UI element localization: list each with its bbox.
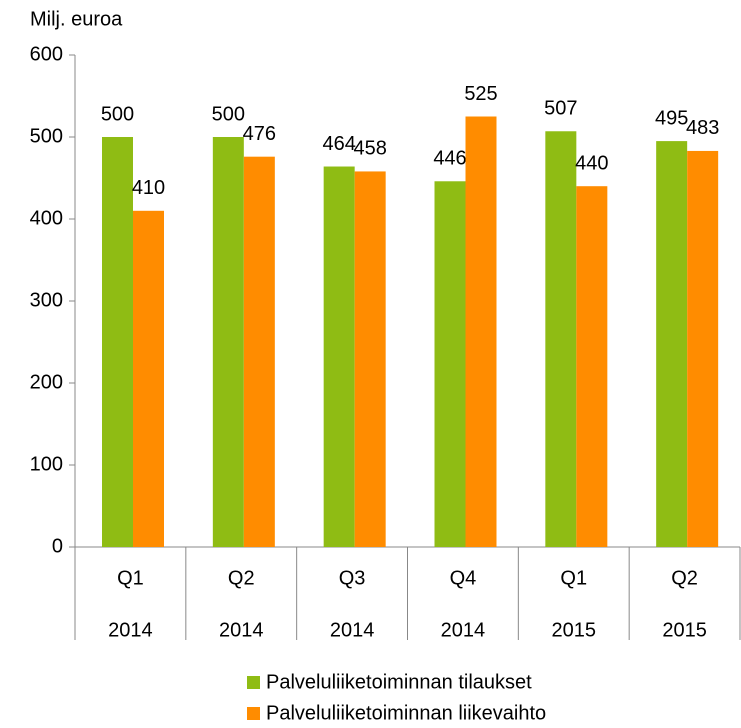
legend-swatch	[247, 676, 260, 689]
data-label: 507	[544, 98, 577, 120]
data-label: 440	[575, 152, 608, 174]
bar	[545, 131, 577, 547]
x-group-label: 2014	[108, 619, 153, 641]
y-tick-label: 300	[30, 289, 63, 311]
legend-swatch	[247, 707, 260, 720]
bar	[212, 137, 244, 547]
data-label: 525	[464, 83, 497, 105]
x-tick-label: Q1	[117, 567, 144, 589]
data-label: 495	[655, 107, 688, 129]
x-group-label: 2014	[219, 619, 264, 641]
x-group-label: 2014	[330, 619, 375, 641]
y-tick-label: 500	[30, 125, 63, 147]
data-label: 458	[353, 138, 386, 160]
bar	[133, 210, 164, 548]
x-tick-label: Q3	[339, 567, 366, 589]
data-label: 500	[101, 103, 134, 125]
y-axis-label: Milj. euroa	[30, 8, 123, 30]
y-tick-label: 0	[52, 535, 63, 557]
data-label: 483	[686, 117, 719, 139]
x-tick-label: Q4	[450, 567, 477, 589]
legend-label: Palveluliiketoiminnan tilaukset	[266, 671, 532, 693]
bar	[354, 171, 386, 547]
bar	[656, 141, 688, 547]
x-group-label: 2015	[662, 619, 707, 641]
data-label: 476	[243, 123, 276, 145]
data-label: 464	[322, 133, 355, 155]
bar	[576, 186, 608, 547]
y-tick-label: 100	[30, 453, 63, 475]
data-label: 446	[433, 148, 466, 170]
data-label: 410	[132, 177, 165, 199]
bar	[102, 137, 133, 547]
y-tick-label: 600	[30, 43, 63, 65]
x-group-label: 2014	[441, 619, 486, 641]
y-tick-label: 400	[30, 207, 63, 229]
data-label: 500	[212, 103, 245, 125]
bar	[687, 150, 719, 547]
x-tick-label: Q2	[228, 567, 255, 589]
bar	[243, 156, 275, 547]
bar	[434, 181, 466, 547]
bar	[465, 116, 497, 547]
y-tick-label: 200	[30, 371, 63, 393]
x-tick-label: Q1	[560, 567, 587, 589]
x-tick-label: Q2	[671, 567, 698, 589]
legend-label: Palveluliiketoiminnan liikevaihto	[266, 702, 546, 724]
x-group-label: 2015	[552, 619, 597, 641]
bar	[323, 166, 355, 547]
